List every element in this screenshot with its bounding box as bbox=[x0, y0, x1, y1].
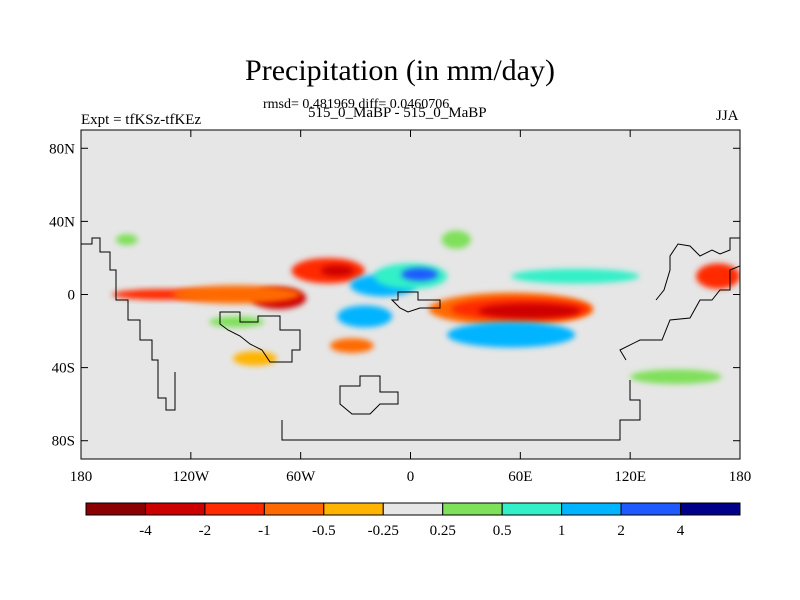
y-tick-label: 80N bbox=[49, 141, 75, 157]
precip-anomaly-8 bbox=[337, 305, 393, 328]
colorbar-box bbox=[204, 502, 265, 516]
colorbar-label: 4 bbox=[677, 523, 685, 539]
x-tick-label: 120W bbox=[172, 469, 210, 485]
colorbar-box bbox=[144, 502, 206, 516]
colorbar-box bbox=[620, 502, 682, 516]
colorbar-box bbox=[85, 502, 146, 516]
precip-anomaly-10 bbox=[232, 351, 277, 366]
precip-anomaly-2 bbox=[172, 285, 301, 304]
x-axis: 180 120W 60W 0 60E 120E 180 bbox=[70, 130, 752, 485]
colorbar-label: -0.5 bbox=[312, 523, 336, 539]
colorbar-label: -4 bbox=[139, 523, 152, 539]
colorbar-box bbox=[501, 502, 563, 516]
y-axis: 80N 40N 0 40S 80S bbox=[49, 141, 740, 450]
south-america-coast bbox=[219, 311, 301, 363]
antarctic-coast bbox=[281, 380, 641, 441]
precip-field bbox=[112, 230, 740, 385]
chart-title: Precipitation (in mm/day) bbox=[245, 54, 555, 87]
africa-coast bbox=[390, 291, 441, 313]
precip-anomaly-13 bbox=[478, 303, 581, 319]
asia-coast bbox=[619, 237, 740, 361]
precip-anomaly-18 bbox=[115, 234, 138, 246]
x-tick-label: 120E bbox=[614, 469, 646, 485]
americas-coast bbox=[81, 237, 176, 411]
precip-anomaly-16 bbox=[696, 263, 740, 290]
colorbar-label: 0.25 bbox=[430, 523, 456, 539]
colorbar-label: -0.25 bbox=[368, 523, 399, 539]
y-tick-label: 80S bbox=[52, 434, 75, 450]
colorbar-box bbox=[442, 502, 503, 516]
colorbar-box bbox=[323, 502, 384, 516]
coastlines bbox=[81, 237, 740, 441]
season-label: JJA bbox=[716, 108, 739, 124]
colorbar-box bbox=[263, 502, 325, 516]
stats-line: rmsd= 0.481969 diff= 0.0460706 bbox=[263, 97, 450, 112]
precip-anomaly-9 bbox=[329, 338, 374, 353]
precip-anomaly-19 bbox=[630, 369, 722, 385]
precip-anomaly-15 bbox=[511, 268, 640, 284]
experiment-label: Expt = tfKSz-tfKEz bbox=[81, 112, 202, 128]
colorbar-box bbox=[680, 502, 741, 516]
y-tick-label: 0 bbox=[68, 288, 76, 304]
colorbar-label: -1 bbox=[258, 523, 271, 539]
subtitle: 515_0_MaBP - 515_0_MaBP bbox=[308, 105, 487, 121]
x-tick-label: 180 bbox=[729, 469, 752, 485]
precip-anomaly-17 bbox=[441, 230, 471, 249]
precip-anomaly-14 bbox=[447, 321, 576, 348]
x-tick-label: 180 bbox=[70, 469, 93, 485]
precip-anomaly-20 bbox=[209, 316, 265, 328]
precip-anomaly-7 bbox=[401, 267, 438, 281]
colorbar-box bbox=[561, 502, 622, 516]
x-tick-label: 0 bbox=[407, 469, 415, 485]
colorbar-label: 2 bbox=[617, 523, 625, 539]
precip-anomaly-4 bbox=[320, 265, 354, 277]
x-tick-label: 60E bbox=[508, 469, 532, 485]
x-tick-label: 60W bbox=[286, 469, 316, 485]
colorbar-label: 0.5 bbox=[493, 523, 512, 539]
island-coast bbox=[339, 375, 399, 415]
colorbar-box bbox=[382, 502, 444, 516]
y-tick-label: 40N bbox=[49, 214, 75, 230]
colorbar-label: -2 bbox=[199, 523, 212, 539]
colorbar: -4 -2 -1 -0.5 -0.25 0.25 0.5 1 2 4 bbox=[85, 502, 741, 539]
y-tick-label: 40S bbox=[52, 361, 75, 377]
colorbar-label: 1 bbox=[558, 523, 566, 539]
